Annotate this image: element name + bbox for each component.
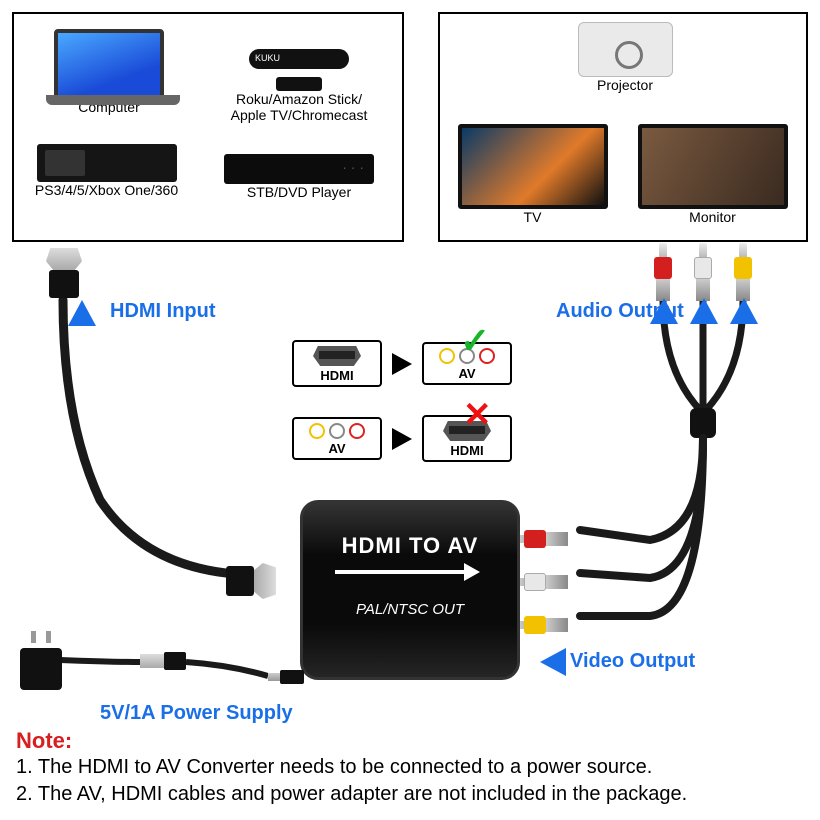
hdmi-port-icon — [313, 346, 361, 366]
arrow-right-icon — [392, 428, 412, 450]
micro-usb-plug-icon — [280, 670, 304, 684]
checkmark-icon: ✓ — [460, 320, 490, 362]
device-label: STB/DVD Player — [214, 184, 384, 200]
port-label: AV — [432, 366, 502, 381]
device-label: Roku/Amazon Stick/ Apple TV/Chromecast — [214, 91, 384, 123]
device-game-console: PS3/4/5/Xbox One/360 — [29, 144, 184, 198]
notes-heading: Note: — [16, 728, 72, 753]
rca-plug-white-icon — [694, 243, 712, 301]
projector-icon — [578, 22, 673, 77]
hdmi-plug-side-icon — [224, 561, 276, 601]
device-label: Projector — [560, 77, 690, 93]
device-label: TV — [450, 209, 615, 225]
streaming-stick-icon — [249, 49, 349, 69]
note-line-2: 2. The AV, HDMI cables and power adapter… — [16, 781, 804, 808]
device-stb-dvd: STB/DVD Player — [214, 154, 384, 200]
label-power-supply: 5V/1A Power Supply — [100, 702, 293, 725]
note-line-1: 1. The HDMI to AV Converter needs to be … — [16, 754, 804, 781]
device-projector: Projector — [560, 22, 690, 93]
device-computer: Computer — [44, 29, 174, 115]
converter-arrow-icon — [335, 565, 485, 579]
hdmi-plug-icon — [44, 248, 84, 300]
port-label: HDMI — [302, 368, 372, 383]
converter-box: HDMI TO AV PAL/NTSC OUT — [300, 500, 520, 680]
av-ports-icon — [302, 423, 372, 439]
device-monitor: Monitor — [630, 124, 795, 225]
label-hdmi-input: HDMI Input — [110, 300, 216, 323]
notes-section: Note: 1. The HDMI to AV Converter needs … — [16, 728, 804, 808]
converter-title: HDMI TO AV — [303, 533, 517, 559]
device-streaming-stick: Roku/Amazon Stick/ Apple TV/Chromecast — [214, 49, 384, 123]
hdmi-port-box: HDMI — [292, 340, 382, 387]
arrow-up-icon — [730, 298, 758, 324]
converter-subtitle: PAL/NTSC OUT — [303, 601, 517, 618]
console-icon — [37, 144, 177, 182]
arrow-right-icon — [392, 353, 412, 375]
arrow-up-icon — [690, 298, 718, 324]
device-label: PS3/4/5/Xbox One/360 — [29, 182, 184, 198]
output-devices-panel: Projector TV Monitor — [438, 12, 808, 242]
rca-plug-red-icon — [654, 243, 672, 301]
device-label: Monitor — [630, 209, 795, 225]
av-port-box: AV — [292, 417, 382, 460]
wall-adapter-icon — [20, 630, 62, 685]
arrow-up-icon — [68, 300, 96, 326]
input-devices-panel: Computer Roku/Amazon Stick/ Apple TV/Chr… — [12, 12, 404, 242]
rca-plug-yellow-icon — [734, 243, 752, 301]
port-label: AV — [302, 441, 372, 456]
monitor-icon — [638, 124, 788, 209]
dongle-icon — [276, 77, 322, 91]
usb-a-plug-icon — [140, 652, 186, 670]
arrow-up-icon — [650, 298, 678, 324]
tv-icon — [458, 124, 608, 209]
label-video-output: Video Output — [570, 650, 695, 673]
arrow-left-icon — [540, 648, 566, 676]
stb-icon — [224, 154, 374, 184]
cross-icon: ✕ — [463, 395, 492, 435]
port-label: HDMI — [432, 443, 502, 458]
device-tv: TV — [450, 124, 615, 225]
laptop-icon — [54, 29, 164, 99]
